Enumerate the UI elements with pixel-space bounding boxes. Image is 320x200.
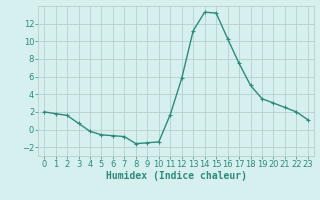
- X-axis label: Humidex (Indice chaleur): Humidex (Indice chaleur): [106, 171, 246, 181]
